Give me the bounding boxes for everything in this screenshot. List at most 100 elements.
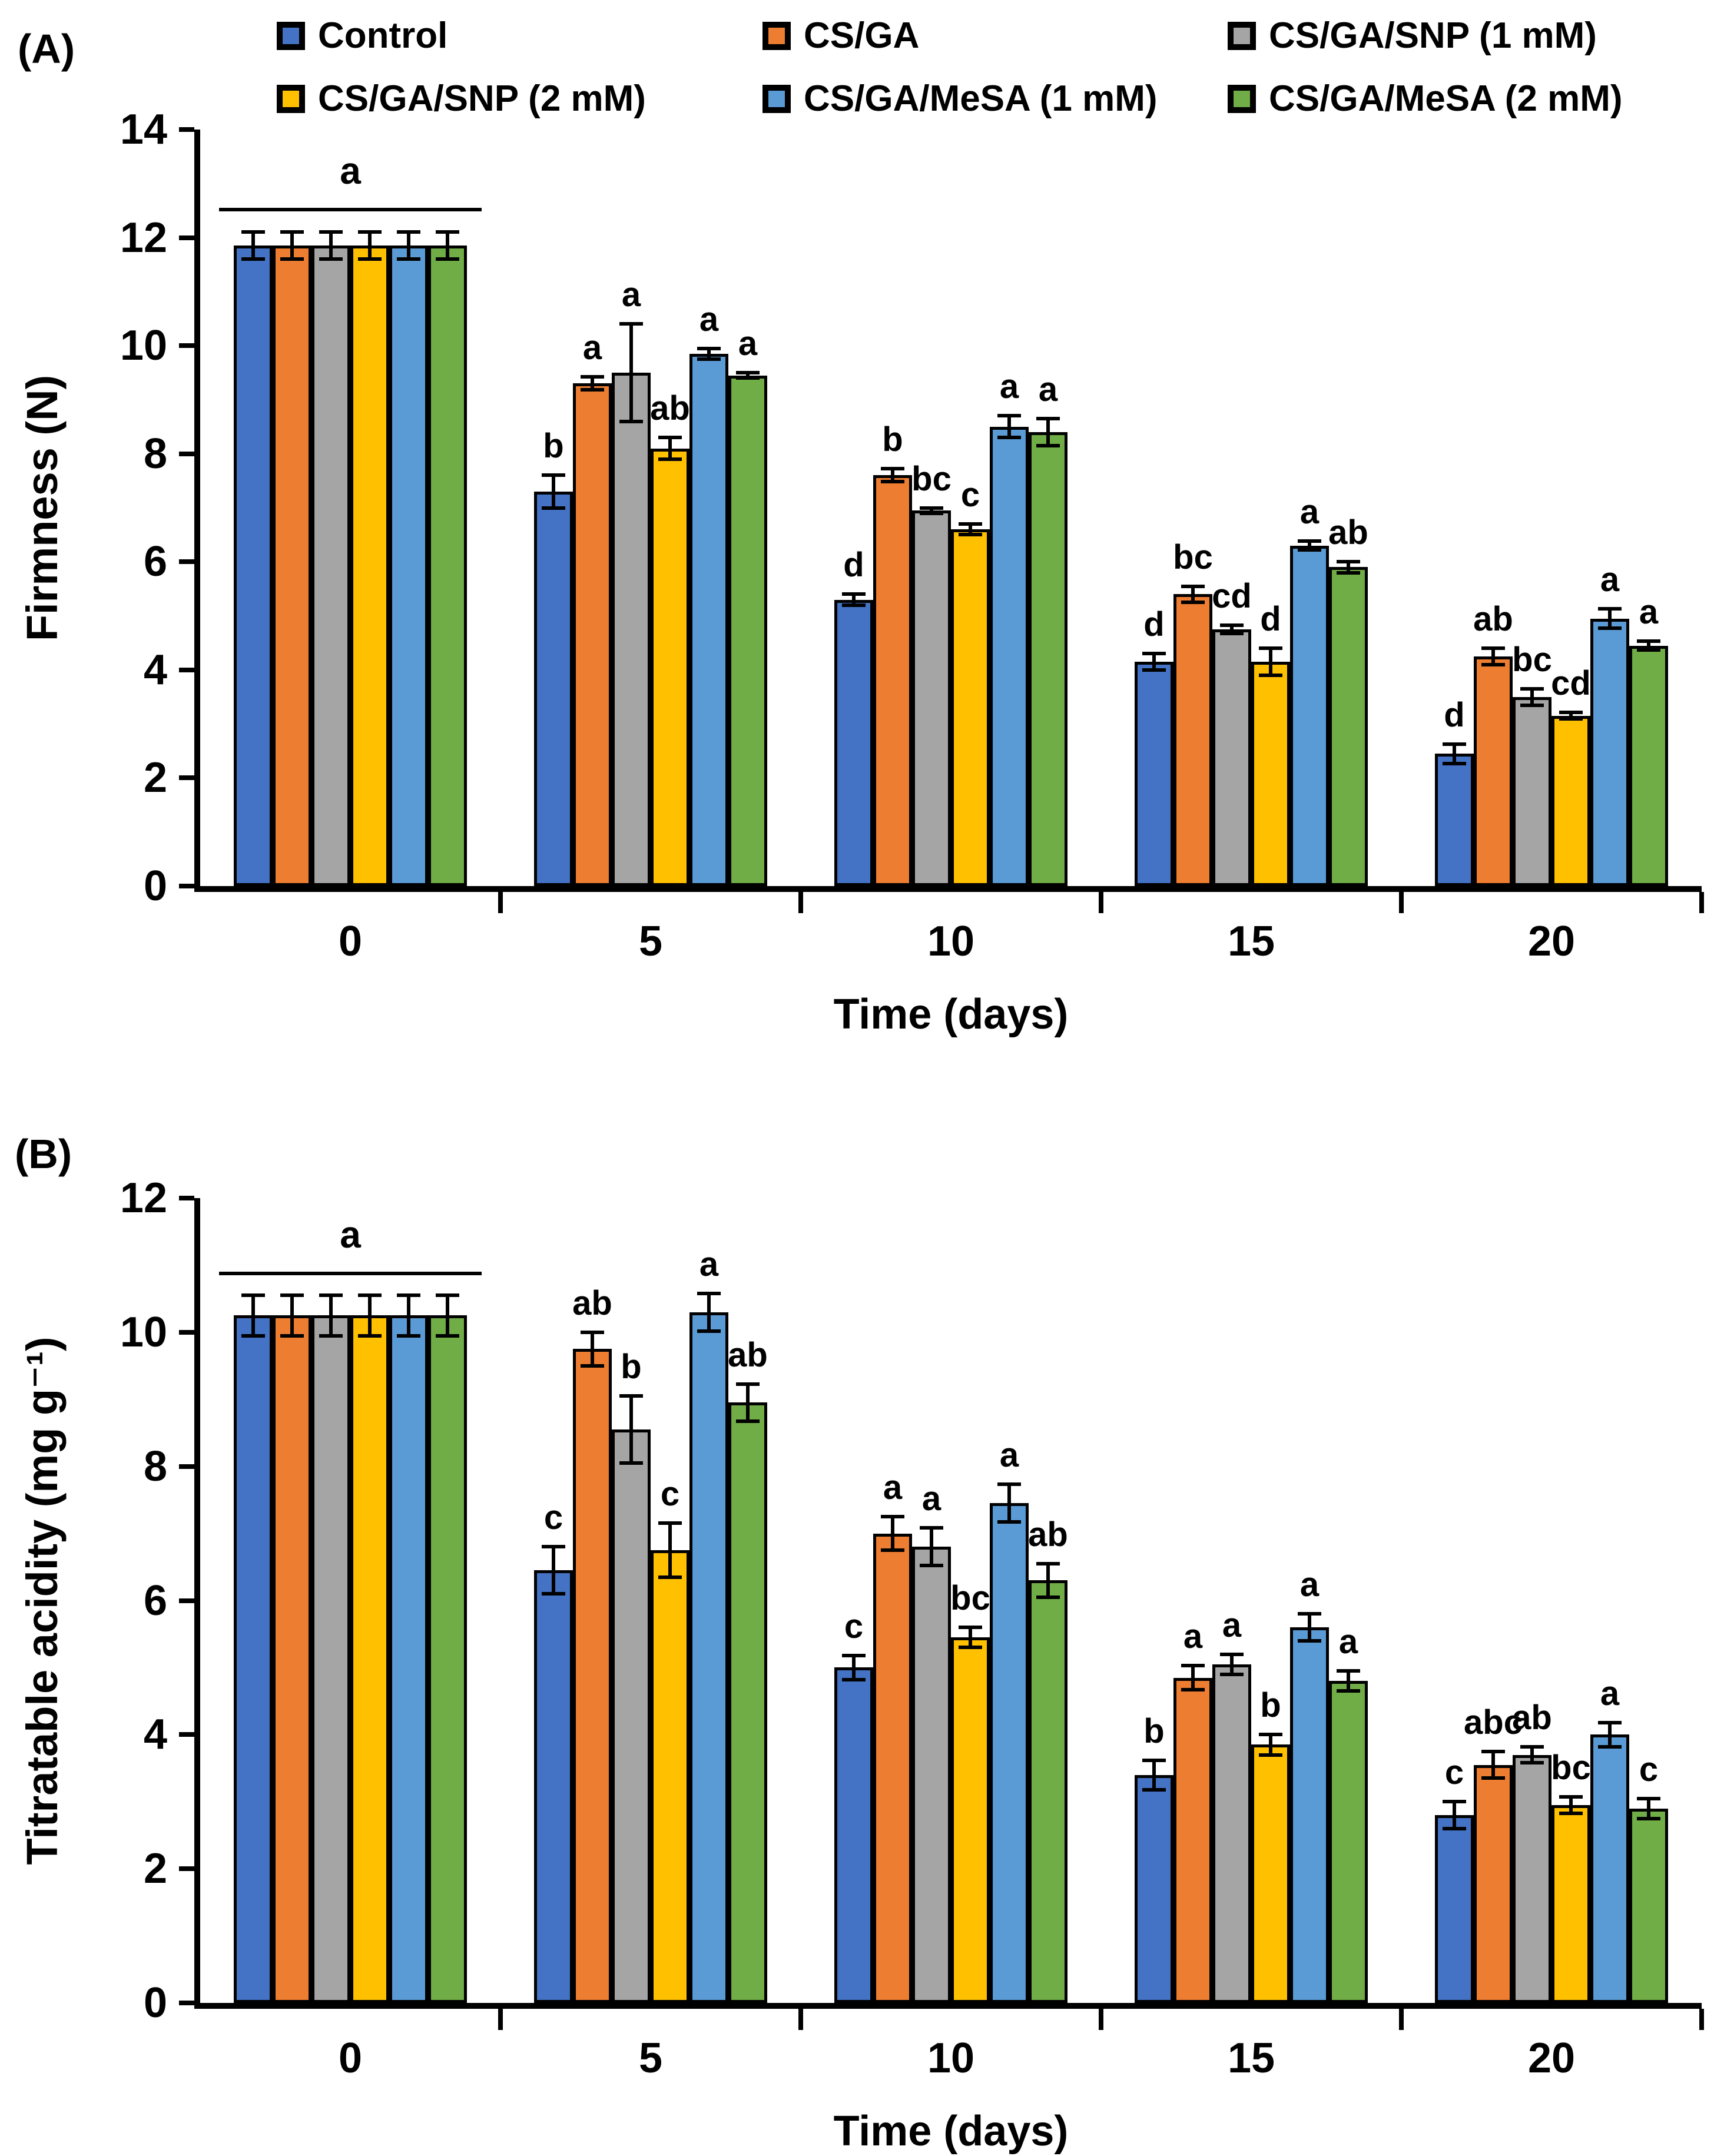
error-bar-cap [280,257,304,261]
error-bar [1530,688,1534,705]
bar-control [234,1315,273,2003]
error-bar-cap [542,506,565,510]
y-axis-tick [179,343,194,349]
error-bar-cap [280,230,304,234]
error-bar-cap [658,1521,682,1525]
error-bar-cap [1443,1800,1466,1804]
error-bar [329,232,333,260]
error-bar-cap [997,1482,1021,1487]
error-bar-cap [436,257,459,261]
error-bar-cap [397,257,420,261]
error-bar [1530,1746,1534,1763]
error-bar-cap [1298,548,1321,552]
significance-group-letter: a [340,1213,361,1256]
x-axis-tick-label: 15 [1227,2035,1275,2082]
error-bar-cap [1443,742,1466,746]
significance-letter: d [1444,695,1465,734]
error-bar-cap [581,1364,604,1368]
bar-cs-ga-snp-2-mm- [350,246,389,886]
error-bar-cap [1142,652,1166,656]
significance-letter: a [1600,1674,1620,1713]
error-bar-cap [241,1293,265,1298]
bar-cs-ga [573,383,612,886]
error-bar-cap [658,457,682,461]
error-bar-cap [1598,1744,1622,1749]
legend-item: CS/GA/MeSA (2 mM) [1228,81,1623,117]
error-bar-cap [1520,1761,1544,1765]
error-bar [1269,648,1272,676]
error-bar-cap [358,1293,382,1298]
bar-control [534,492,573,886]
y-axis-tick [179,1329,194,1335]
x-axis-tick [798,2009,803,2030]
error-bar-cap [959,533,982,537]
bar-cs-ga-mesa-2-mm- [1329,567,1368,886]
bar-cs-ga-snp-1-mm- [1513,697,1551,886]
error-bar [446,1295,449,1336]
error-bar-cap [920,511,943,515]
bar-cs-ga-snp-2-mm- [1551,1805,1590,2003]
bar-cs-ga [1474,656,1513,886]
error-bar [1491,1751,1495,1779]
significance-letter: c [1639,1750,1659,1789]
error-bar-cap [1637,648,1660,652]
x-axis-tick [1399,2009,1404,2030]
bar-cs-ga-mesa-1-mm- [1290,1627,1329,2003]
legend-swatch-icon [762,85,791,113]
bar-cs-ga-snp-1-mm- [612,373,651,886]
error-bar-cap [319,257,343,261]
legend-swatch-icon [277,85,305,113]
error-bar-cap [1637,639,1660,644]
bar-cs-ga [873,475,912,886]
error-bar-cap [997,414,1021,418]
significance-letter: a [1222,1606,1242,1644]
significance-letter: ab [572,1283,612,1322]
legend-swatch-icon [762,22,791,50]
bar-cs-ga-snp-1-mm- [912,1547,951,2003]
error-bar-cap [1142,1787,1166,1792]
significance-group-letter: a [340,150,361,193]
legend-swatch-icon [1228,22,1256,50]
significance-letter: bc [1551,1749,1591,1787]
error-bar-cap [397,230,420,234]
y-axis-tick [179,235,194,240]
error-bar [1608,609,1612,629]
x-axis-tick [1699,2009,1704,2030]
error-bar-cap [1559,1811,1583,1815]
bar-control [234,246,273,886]
error-bar-cap [619,1461,643,1465]
y-axis-tick-label: 12 [120,214,167,261]
error-bar-cap [881,467,904,471]
significance-letter: a [1038,370,1058,409]
bar-cs-ga-snp-1-mm- [612,1429,651,2003]
error-bar [1569,1797,1573,1813]
bar-cs-ga-mesa-2-mm- [1029,1580,1067,2003]
x-axis-tick-label: 0 [338,2035,363,2082]
significance-letter: a [921,1480,941,1518]
bar-control [1135,1775,1173,2003]
error-bar [1308,541,1311,550]
bar-cs-ga-snp-1-mm- [1212,1664,1251,2003]
error-bar-cap [1520,686,1544,691]
error-bar-cap [358,257,382,261]
bar-cs-ga-mesa-1-mm- [389,246,428,886]
significance-letter: c [1444,1753,1464,1792]
error-bar-cap [436,230,459,234]
error-bar-cap [1220,623,1244,627]
bar-cs-ga [1173,1678,1212,2003]
significance-letter: a [699,300,719,339]
error-bar-cap [280,1293,304,1298]
bar-cs-ga-mesa-2-mm- [428,246,467,886]
error-bar-cap [241,230,265,234]
error-bar-cap [397,1293,420,1298]
significance-group-line [219,1272,482,1276]
error-bar-cap [1298,1638,1321,1643]
error-bar-cap [1337,560,1360,564]
significance-letter: a [1183,1617,1203,1656]
legend-label: CS/GA/SNP (1 mM) [1269,15,1597,56]
bar-cs-ga [273,1315,311,2003]
error-bar-cap [241,257,265,261]
error-bar-cap [280,1334,304,1338]
error-bar-cap [542,1592,565,1596]
significance-letter: a [621,276,641,314]
